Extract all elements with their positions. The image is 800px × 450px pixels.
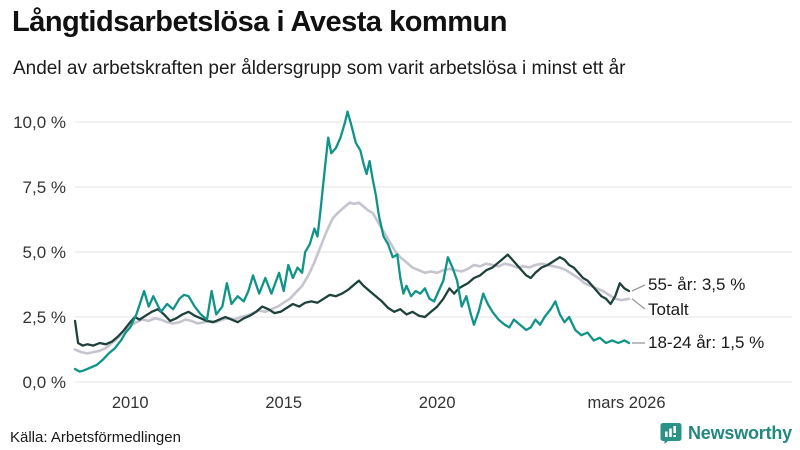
x-axis-label: 2015 [265,394,302,412]
y-axis-label: 0,0 % [23,373,66,392]
y-axis-label: 2,5 % [23,308,66,327]
legend-label-55: 55- år: 3,5 % [648,275,746,294]
legend-connector [631,298,646,310]
y-axis-label: 5,0 % [23,243,66,262]
x-axis-label: 2020 [419,394,456,412]
newsworthy-brand[interactable]: Newsworthy [660,422,792,444]
legend-label-totalt: Totalt [648,300,689,319]
legend-connector [631,284,646,292]
x-axis-label: 2010 [112,394,149,412]
series-line-total [73,201,631,355]
newsworthy-wordmark: Newsworthy [687,422,792,443]
source-note: Källa: Arbetsförmedlingen [10,429,181,446]
series-line-age55 [73,253,631,347]
page-subtitle: Andel av arbetskraften per åldersgrupp s… [13,58,626,79]
legend-label-18-24: 18-24 år: 1,5 % [648,333,765,352]
y-axis-label: 7,5 % [23,178,66,197]
page-title: Långtidsarbetslösa i Avesta kommun [12,6,507,38]
series-line-age1824 [73,110,631,373]
x-axis-label: mars 2026 [588,394,666,412]
newsworthy-logo-icon [660,423,682,444]
y-axis-label: 10,0 % [13,113,66,132]
